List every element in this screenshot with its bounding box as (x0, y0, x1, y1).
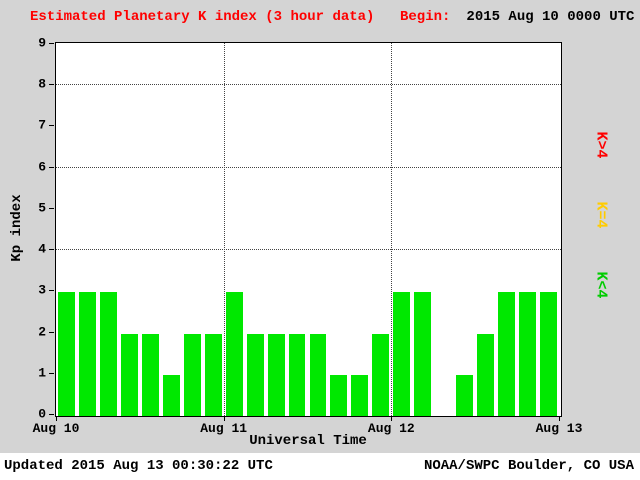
kp-bar (372, 333, 390, 416)
legend-item-k-gt-4: K>4 (592, 131, 610, 159)
h-gridline (56, 84, 561, 86)
kp-bar (246, 333, 264, 416)
y-tick (49, 43, 54, 44)
x-tick-label: Aug 12 (367, 421, 415, 436)
kp-bar (519, 292, 537, 416)
y-tick-label: 1 (38, 365, 46, 381)
kp-bar (498, 292, 516, 416)
begin-label: Begin: (400, 9, 451, 25)
y-tick (49, 372, 54, 374)
x-tick-label: Aug 11 (200, 421, 248, 436)
y-tick-label: 5 (38, 200, 46, 216)
x-axis-title: Universal Time (249, 433, 367, 449)
kp-bar (309, 333, 327, 416)
kp-bar (225, 292, 243, 416)
y-tick-label: 4 (38, 241, 46, 257)
y-tick-label: 9 (38, 35, 46, 51)
x-tick-label: Aug 10 (32, 421, 80, 436)
kp-bar (477, 333, 495, 416)
y-tick-label: 2 (38, 324, 46, 340)
h-gridline (56, 166, 561, 168)
kp-bar (58, 292, 75, 416)
x-tick (559, 416, 560, 421)
kp-bar (141, 333, 159, 416)
y-tick (49, 207, 54, 209)
chart-title: Estimated Planetary K index (3 hour data… (30, 9, 375, 25)
kp-bar (393, 292, 411, 416)
y-tick-label: 3 (38, 282, 46, 298)
y-tick (49, 331, 54, 333)
x-tick (391, 416, 393, 421)
kp-bar (162, 374, 180, 416)
y-tick-label: 7 (38, 117, 46, 133)
v-gridline (391, 43, 393, 416)
kp-bar (330, 374, 348, 416)
attribution: NOAA/SWPC Boulder, CO USA (423, 458, 634, 474)
kp-bar (414, 292, 432, 416)
footer-bar: Updated 2015 Aug 13 00:30:22 UTC NOAA/SW… (0, 453, 640, 480)
y-tick (49, 166, 54, 168)
plot-area (55, 42, 562, 417)
kp-bar (120, 333, 138, 416)
y-tick (49, 290, 54, 292)
h-gridline (56, 249, 561, 251)
kp-bar (183, 333, 201, 416)
kp-bar (351, 374, 369, 416)
kp-bar (288, 333, 306, 416)
begin-annotation: Begin: 2015 Aug 10 0000 UTC (400, 9, 634, 25)
legend-item-k-lt-4: K<4 (592, 271, 610, 299)
x-tick (56, 416, 57, 421)
kp-bar (78, 292, 96, 416)
updated-timestamp: Updated 2015 Aug 13 00:30:22 UTC (4, 458, 273, 474)
y-tick-label: 8 (38, 76, 46, 92)
kp-bar (204, 333, 222, 416)
y-tick (49, 125, 54, 127)
kp-bar (456, 374, 474, 416)
x-tick (223, 416, 225, 421)
y-tick (49, 84, 54, 86)
y-tick (49, 414, 54, 415)
legend-item-k-eq-4: K=4 (592, 201, 610, 229)
kp-bar (540, 292, 557, 416)
y-tick (49, 249, 54, 251)
kp-bar (267, 333, 285, 416)
y-axis-title: Kp index (9, 194, 25, 262)
v-gridline (223, 43, 225, 416)
kp-bar (99, 292, 117, 416)
y-tick-label: 0 (38, 406, 46, 422)
begin-value: 2015 Aug 10 0000 UTC (466, 9, 635, 25)
x-tick-label: Aug 13 (535, 421, 583, 436)
y-tick-label: 6 (38, 159, 46, 175)
